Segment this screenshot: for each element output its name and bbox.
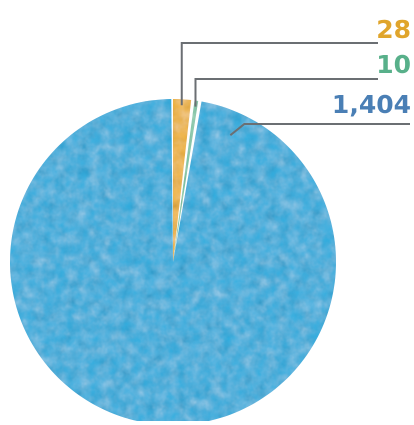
leader-line-1404 bbox=[229, 123, 410, 136]
slice-label-10: 10 bbox=[376, 50, 411, 79]
pie-slice-1404 bbox=[9, 99, 336, 425]
leader-lines bbox=[180, 42, 410, 136]
slice-label-28: 28 bbox=[376, 15, 411, 44]
pie-slice-28 bbox=[173, 99, 192, 262]
pie-slices bbox=[9, 99, 336, 425]
leader-line-28 bbox=[180, 42, 378, 106]
leader-line-10 bbox=[194, 78, 378, 107]
slice-label-1404: 1,404 bbox=[332, 90, 411, 119]
pie-slice-10 bbox=[173, 100, 199, 262]
slice-labels: 28 10 1,404 bbox=[332, 15, 411, 119]
